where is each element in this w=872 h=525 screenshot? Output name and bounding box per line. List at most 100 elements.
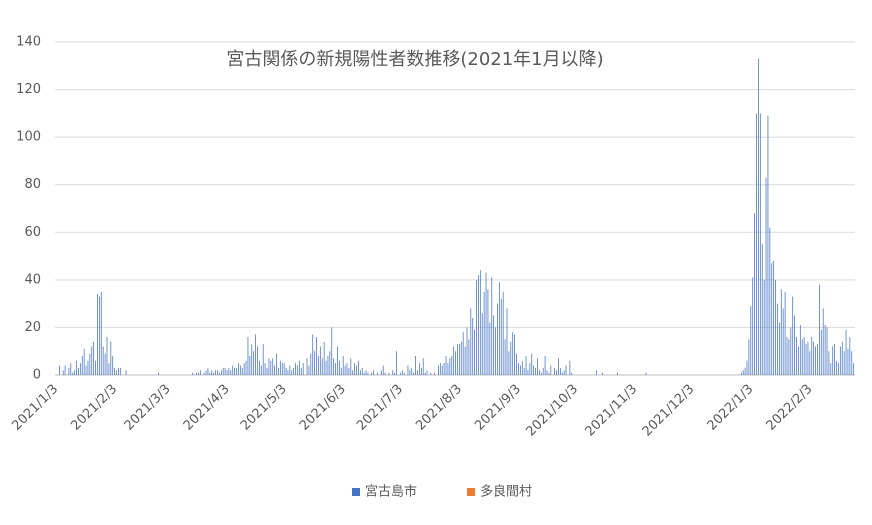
- bar: [329, 351, 331, 375]
- bar: [518, 363, 519, 375]
- bar: [262, 344, 264, 375]
- bar: [415, 355, 416, 375]
- bar: [118, 367, 119, 375]
- bar: [274, 365, 275, 375]
- bar: [339, 360, 340, 375]
- bar: [645, 372, 647, 375]
- bar: [443, 363, 445, 375]
- bar: [354, 363, 355, 375]
- bar: [411, 367, 413, 375]
- bar: [828, 351, 830, 375]
- legend-swatch: [467, 488, 476, 496]
- bar: [340, 367, 342, 375]
- bar: [790, 327, 792, 375]
- bar: [742, 370, 744, 375]
- y-tick-label: 0: [33, 368, 41, 383]
- chart-title: 宮古関係の新規陽性者数推移(2021年1月以降): [226, 49, 603, 70]
- bar: [489, 322, 491, 375]
- bar: [817, 344, 818, 375]
- bar: [851, 351, 853, 375]
- bar: [826, 327, 828, 375]
- bar: [59, 365, 60, 375]
- bar: [476, 279, 477, 375]
- y-tick-label: 60: [24, 225, 41, 240]
- bar: [462, 332, 464, 375]
- bar: [748, 339, 750, 375]
- bar: [226, 370, 228, 375]
- bar: [811, 336, 813, 375]
- bar: [64, 365, 66, 375]
- bar: [849, 336, 851, 375]
- bar: [497, 303, 498, 375]
- bar: [403, 372, 405, 375]
- bar: [79, 363, 81, 375]
- bar: [350, 358, 352, 375]
- bar: [569, 360, 571, 375]
- bar: [801, 339, 803, 375]
- bar: [331, 327, 333, 375]
- bar: [295, 363, 296, 375]
- bar: [348, 367, 350, 375]
- bar: [344, 365, 346, 375]
- bar: [451, 355, 453, 375]
- bar: [481, 313, 483, 375]
- bar: [803, 336, 805, 375]
- bar: [799, 325, 801, 375]
- bar: [539, 370, 540, 375]
- bar: [257, 346, 258, 375]
- bar: [780, 289, 782, 375]
- bar: [819, 284, 820, 375]
- bar: [319, 346, 321, 375]
- bar: [335, 363, 336, 375]
- bar: [765, 177, 767, 375]
- bar: [841, 341, 843, 375]
- bar: [523, 367, 525, 375]
- bar: [270, 360, 272, 375]
- bar: [798, 346, 799, 375]
- bar: [234, 367, 235, 375]
- bar: [777, 303, 778, 375]
- bar: [805, 344, 807, 375]
- bar: [232, 365, 234, 375]
- bar: [268, 358, 270, 375]
- bar: [316, 336, 317, 375]
- bar: [773, 260, 775, 375]
- bar: [483, 291, 485, 375]
- bar: [371, 372, 373, 375]
- bar: [466, 327, 468, 375]
- bar: [281, 363, 283, 375]
- bar: [441, 365, 443, 375]
- bar: [832, 346, 834, 375]
- bar: [308, 365, 310, 375]
- bar: [758, 58, 759, 376]
- bar: [70, 363, 72, 375]
- bar: [434, 372, 435, 375]
- bar: [508, 351, 510, 375]
- bar: [72, 372, 74, 375]
- bar: [346, 363, 348, 375]
- bar: [769, 227, 771, 375]
- bar: [820, 329, 822, 375]
- bar: [563, 370, 565, 375]
- bar: [779, 322, 780, 375]
- bar: [196, 372, 197, 375]
- bar: [479, 270, 481, 375]
- y-tick-label: 80: [24, 177, 41, 192]
- bar: [464, 346, 466, 375]
- bar: [283, 363, 285, 375]
- bar: [438, 365, 439, 375]
- bar: [430, 372, 432, 375]
- bar: [321, 358, 323, 375]
- bar: [205, 370, 207, 375]
- bar: [278, 367, 279, 375]
- bar: [342, 355, 344, 375]
- bar: [125, 370, 127, 375]
- bar: [761, 244, 763, 375]
- bar: [771, 263, 773, 375]
- bar: [540, 372, 542, 375]
- bar: [352, 370, 354, 375]
- bar: [525, 355, 527, 375]
- bar: [245, 360, 247, 375]
- bar: [746, 360, 748, 375]
- bar: [213, 372, 215, 375]
